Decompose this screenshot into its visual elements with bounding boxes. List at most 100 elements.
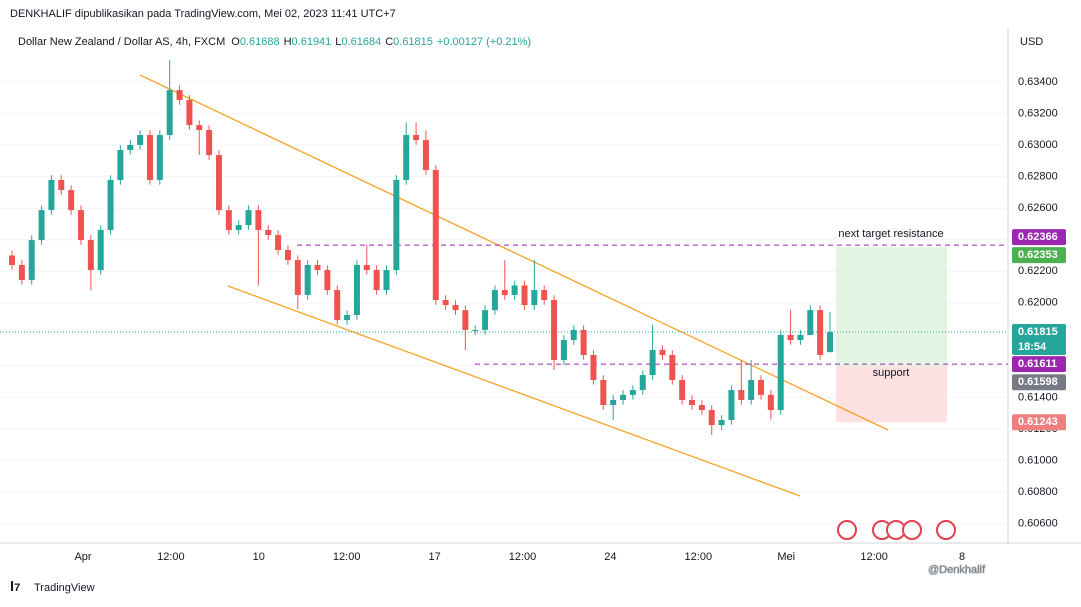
candle-body [462,310,469,330]
price-tag-label: 0.62366 [1018,231,1058,243]
candle-body [18,264,25,280]
candle-body [383,270,390,291]
y-tick-label: 0.60600 [1018,518,1058,530]
candle-body [649,349,656,376]
candle-body [787,334,794,341]
candle-body [58,179,65,191]
trend-line-lower [227,285,801,497]
candles [9,59,833,435]
candle-body [432,170,439,300]
levels: next target resistance support [0,228,1008,379]
candle-body [689,399,696,406]
candle-body [186,100,193,126]
candle-body [28,240,35,280]
x-tick-label: 12:00 [860,551,888,563]
y-tick-label: 0.62600 [1018,202,1058,214]
candle-body [265,229,272,236]
candle-body [491,290,498,311]
candle-body [807,310,814,335]
x-tick-label: 12:00 [157,551,185,563]
y-tick-label: 0.61000 [1018,454,1058,466]
candle-body [580,329,587,356]
candle-body [511,285,518,295]
candle-body [501,290,508,295]
candle-body [176,90,183,101]
candle-body [68,190,75,211]
y-tick-label: 0.62800 [1018,171,1058,183]
candle-body [314,264,321,271]
candle-body [275,235,282,250]
price-tag [1012,247,1066,264]
logo-text: TradingView [34,582,95,594]
flag-icon [837,520,857,540]
legend-key: H [284,36,292,48]
candle-body [38,210,45,241]
candle-body [156,135,163,180]
candle-body [77,210,84,241]
price-tag [1012,323,1066,355]
legend-key: L [335,36,341,48]
candle-body [334,290,341,321]
legend-value: 0.61684 [341,36,381,48]
trend-line-upper [139,74,889,431]
candle-body [521,285,528,306]
x-tick-label: 17 [428,551,440,563]
candle-body [344,314,351,321]
candle-body [610,399,617,406]
candle-body [97,229,104,271]
candle-body [196,125,203,130]
price-tag [1012,356,1066,373]
x-tick-label: 8 [959,551,965,563]
candle-body [669,355,676,380]
candle-body [284,249,291,261]
candle-body [600,379,607,406]
legend-value: 0.61941 [292,36,332,48]
candle-body [708,410,715,426]
candle-body [225,210,232,230]
candle-body [206,129,213,156]
candle-body [698,405,705,411]
y-tick-label: 0.63000 [1018,139,1058,151]
time-axis: Apr 12:00 10 12:00 17 12:00 24 12:00 Mei 12:00 8 [74,551,965,563]
candle-body [758,379,765,395]
candle-body [245,210,252,226]
candle-body [659,349,666,356]
legend-change: +0.00127 (+0.21%) [437,36,531,48]
candle-body [215,155,222,211]
price-tag-label: 0.61611 [1018,358,1057,370]
symbol: Dollar New Zealand / Dollar AS, 4h, FXCM [18,36,225,48]
publish-info: DENKHALIF dipublikasikan pada TradingVie… [10,8,396,20]
candle-body [324,270,331,291]
candle-body [590,355,597,380]
candle-body [166,90,173,136]
x-tick-label: Mei [777,551,795,563]
price-tag [1012,229,1066,246]
candle-body [353,264,360,315]
candle-body [817,310,824,356]
candle-body [679,379,686,400]
candle-body [87,240,94,271]
level-label: support [873,367,910,379]
candle-body [107,179,114,230]
logo-mark: ꟾ7 [10,581,20,594]
loss-zone [836,366,947,423]
candle-body [560,340,567,361]
logo: ꟾ7 TradingView [10,581,95,594]
candle-body [235,225,242,230]
candle-body [541,290,548,300]
watermark: @Denkhalif [928,564,986,576]
y-tick-label: 0.60800 [1018,486,1058,498]
flag-icon [936,520,956,540]
candle-body [748,379,755,400]
candle-body [827,331,833,353]
candle-body [718,419,725,426]
candle-body [728,390,735,420]
position-zones [836,247,947,423]
candle-body [127,144,134,151]
level-label: next target resistance [838,228,943,240]
candle-body [482,310,489,330]
candle-body [442,299,449,306]
y-tick-label: 0.62000 [1018,297,1058,309]
event-flags [837,520,956,540]
